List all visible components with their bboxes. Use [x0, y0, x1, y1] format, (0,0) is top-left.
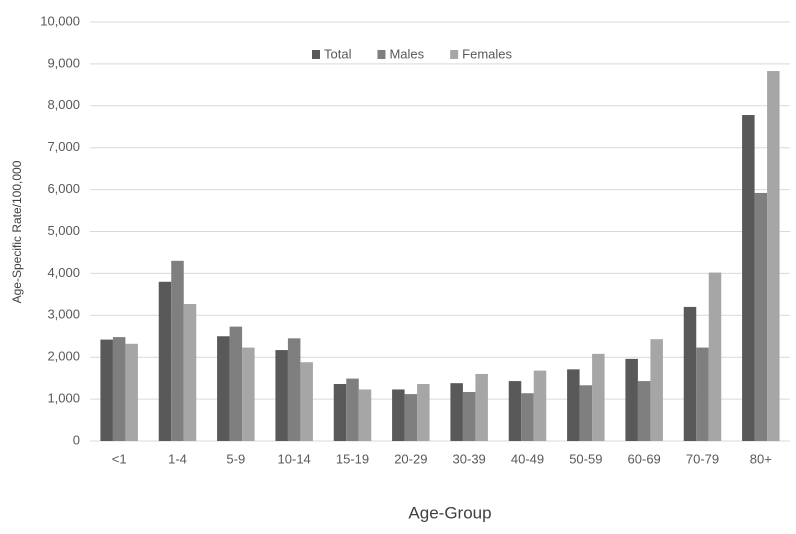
- y-tick-label: 0: [73, 432, 80, 447]
- x-tick-label: 70-79: [686, 451, 719, 466]
- bar: [229, 326, 243, 441]
- bar: [754, 192, 768, 441]
- x-tick-label: 50-59: [569, 451, 602, 466]
- bar: [125, 343, 138, 441]
- bar: [742, 115, 755, 441]
- x-tick-label: 5-9: [226, 451, 245, 466]
- y-tick-label: 7,000: [47, 139, 80, 154]
- bar: [533, 370, 547, 441]
- bar: [450, 383, 463, 441]
- legend-swatch: [377, 50, 386, 59]
- legend-label: Males: [389, 46, 424, 61]
- y-tick-label: 5,000: [47, 223, 80, 238]
- legend-swatch: [450, 50, 459, 59]
- legend-label: Females: [462, 46, 512, 61]
- x-tick-label: 80+: [750, 451, 772, 466]
- bar: [158, 281, 172, 441]
- bar: [625, 358, 638, 441]
- bar: [217, 336, 230, 441]
- bar: [171, 260, 184, 441]
- bar: [287, 338, 301, 441]
- legend-swatch: [312, 50, 320, 59]
- y-tick-label: 2,000: [47, 349, 80, 364]
- x-tick-label: 1-4: [168, 451, 187, 466]
- x-axis-label: Age-Group: [408, 503, 491, 522]
- bar: [579, 385, 593, 441]
- bar: [592, 353, 605, 441]
- bar: [767, 71, 780, 441]
- legend-label: Total: [324, 46, 352, 61]
- bar: [358, 389, 372, 441]
- bar: [346, 378, 359, 441]
- x-tick-label: 15-19: [336, 451, 369, 466]
- x-tick-label: 10-14: [278, 451, 311, 466]
- x-tick-label: 20-29: [394, 451, 427, 466]
- y-tick-label: 9,000: [47, 55, 80, 70]
- bar: [275, 350, 288, 441]
- bar: [696, 347, 709, 441]
- x-tick-label: <1: [112, 451, 127, 466]
- bar: [521, 393, 534, 441]
- y-tick-label: 4,000: [47, 265, 80, 280]
- bar: [462, 391, 476, 441]
- bar: [183, 303, 197, 441]
- bar: [650, 339, 663, 441]
- x-tick-label: 30-39: [453, 451, 486, 466]
- y-tick-label: 10,000: [40, 13, 80, 28]
- y-tick-label: 8,000: [47, 97, 80, 112]
- bar: [333, 384, 347, 441]
- y-tick-label: 1,000: [47, 391, 80, 406]
- bar: [417, 384, 430, 441]
- y-axis-label: Age-Specific Rate/100,000: [10, 160, 24, 303]
- bar: [508, 381, 522, 441]
- bar: [100, 339, 113, 441]
- y-tick-label: 6,000: [47, 181, 80, 196]
- x-tick-label: 60-69: [628, 451, 661, 466]
- bar: [112, 337, 126, 441]
- bar: [637, 381, 651, 441]
- bar: [392, 389, 405, 441]
- bar: [475, 373, 488, 441]
- bar: [404, 394, 418, 441]
- bar: [708, 272, 722, 441]
- bar: [683, 306, 697, 441]
- bar: [300, 362, 313, 441]
- y-tick-label: 3,000: [47, 307, 80, 322]
- x-tick-label: 40-49: [511, 451, 544, 466]
- bar: [242, 347, 255, 441]
- bar: [567, 369, 580, 441]
